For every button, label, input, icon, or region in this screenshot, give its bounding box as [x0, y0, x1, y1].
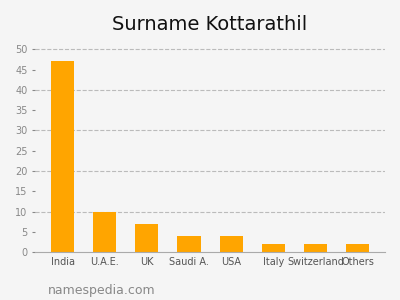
Bar	[51, 61, 74, 252]
Bar	[304, 244, 327, 252]
Bar	[178, 236, 200, 252]
Bar	[93, 212, 116, 252]
Text: namespedia.com: namespedia.com	[48, 284, 156, 297]
Bar	[262, 244, 285, 252]
Bar	[220, 236, 243, 252]
Title: Surname Kottarathil: Surname Kottarathil	[112, 15, 308, 34]
Bar	[346, 244, 369, 252]
Bar	[135, 224, 158, 252]
